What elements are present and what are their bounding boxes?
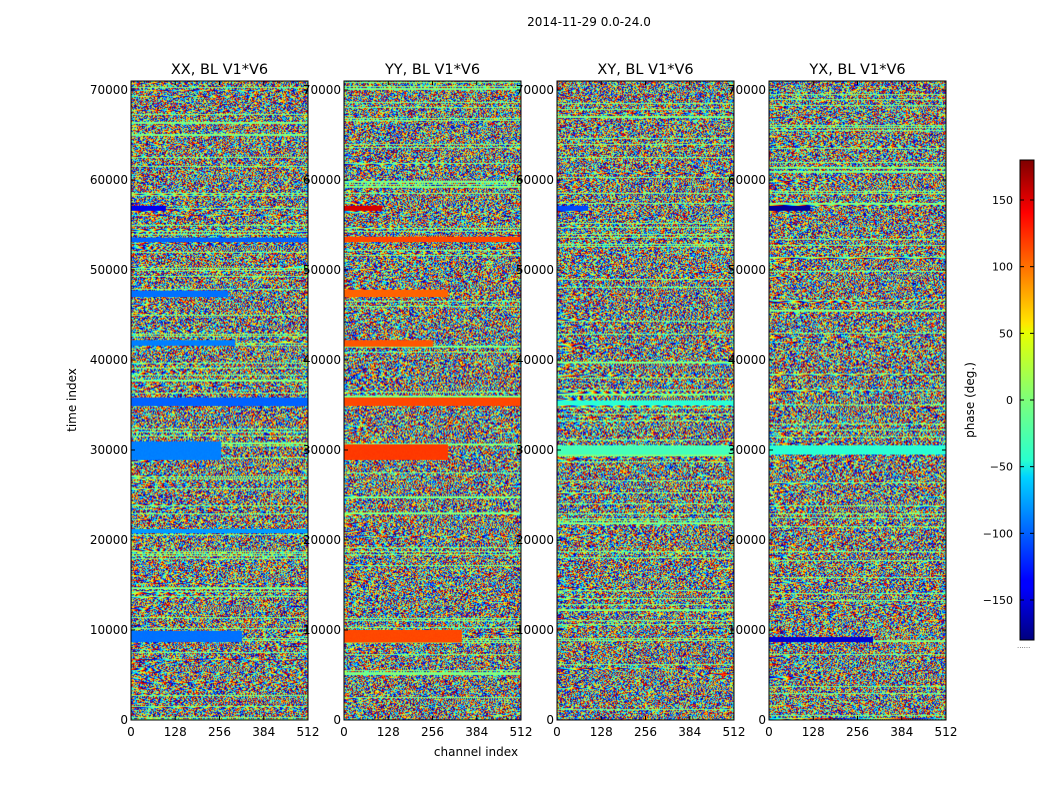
panel-4-band-1 — [769, 637, 873, 642]
y-tick-label: 30000 — [303, 443, 341, 457]
y-tick-label: 40000 — [516, 353, 554, 367]
y-tick-label: 50000 — [516, 263, 554, 277]
colorbar-tick-label: 100 — [992, 261, 1013, 274]
y-tick-label: 30000 — [728, 443, 766, 457]
figure-title: 2014-11-29 0.0-24.0 — [527, 15, 651, 29]
y-tick-label: 20000 — [90, 533, 128, 547]
y-tick-label: 20000 — [728, 533, 766, 547]
y-tick-label: 50000 — [303, 263, 341, 277]
x-tick-label: 0 — [340, 725, 348, 739]
panel-2-title: YY, BL V1*V6 — [384, 62, 480, 78]
y-tick-label: 50000 — [728, 263, 766, 277]
y-tick-label: 70000 — [728, 83, 766, 97]
x-axis-label: channel index — [434, 745, 518, 759]
x-tick-label: 384 — [678, 725, 701, 739]
colorbar-tick-label: 0 — [1006, 394, 1013, 407]
y-tick-label: 70000 — [90, 83, 128, 97]
x-tick-label: 128 — [590, 725, 613, 739]
x-tick-label: 0 — [765, 725, 773, 739]
x-tick-label: 256 — [421, 725, 444, 739]
y-tick-label: 70000 — [516, 83, 554, 97]
panel-3: XY, BL V1*V6 0 128 256 384 512 0 10000 20000 3000… — [516, 62, 746, 739]
panel-3-band-1 — [557, 445, 734, 455]
colorbar-tick-label: −50 — [990, 461, 1013, 474]
y-tick-label: 70000 — [303, 83, 341, 97]
x-tick-label: 256 — [634, 725, 657, 739]
x-tick-label: 512 — [723, 725, 746, 739]
y-tick-label: 30000 — [516, 443, 554, 457]
panel-4: YX, BL V1*V6 0 128 256 384 512 0 10000 20000 3000… — [728, 62, 958, 739]
x-tick-label: 0 — [127, 725, 135, 739]
panel-1: XX, BL V1*V6 0 128 256 384 512 0 10000 20000 3000… — [90, 62, 320, 739]
colorbar-footer: ...... — [1017, 642, 1030, 650]
y-tick-label: 60000 — [516, 173, 554, 187]
colorbar-tick-label: −150 — [983, 594, 1013, 607]
y-axis-label: time index — [65, 368, 79, 432]
x-tick-label: 512 — [297, 725, 320, 739]
panel-2-band-2 — [344, 444, 448, 460]
y-tick-label: 20000 — [516, 533, 554, 547]
x-tick-label: 384 — [890, 725, 913, 739]
panel-1-band-1 — [131, 630, 242, 642]
panel-1-band-3 — [131, 441, 221, 460]
colorbar-tick-label: 50 — [999, 327, 1013, 340]
panel-2-band-7 — [344, 206, 383, 211]
x-tick-label: 128 — [164, 725, 187, 739]
x-tick-label: 256 — [846, 725, 869, 739]
panel-1-band-5 — [131, 340, 235, 346]
y-tick-label: 50000 — [90, 263, 128, 277]
y-tick-label: 60000 — [728, 173, 766, 187]
x-tick-label: 0 — [553, 725, 561, 739]
panel-2-band-4 — [344, 340, 433, 347]
panel-4-band-2 — [769, 445, 946, 455]
y-tick-label: 20000 — [303, 533, 341, 547]
x-tick-label: 256 — [208, 725, 231, 739]
colorbar-tick-label: 150 — [992, 194, 1013, 207]
colorbar-tick-label: −100 — [983, 527, 1013, 540]
colorbar-label: phase (deg.) — [963, 362, 977, 438]
panel-3-band-2 — [557, 400, 734, 405]
y-tick-label: 0 — [333, 713, 341, 727]
panels-group: XX, BL V1*V6 0 128 256 384 512 0 10000 20000 3000… — [90, 62, 958, 739]
colorbar: −150 −100 −50 0 50 100 150 phase (deg.) ...... — [963, 159, 1035, 650]
panel-1-band-4 — [131, 397, 308, 406]
y-tick-label: 60000 — [90, 173, 128, 187]
colorbar-ticks: −150 −100 −50 0 50 100 150 — [983, 194, 1034, 607]
y-tick-label: 30000 — [90, 443, 128, 457]
panel-2: YY, BL V1*V6 0 128 256 384 512 0 10000 20000 3000… — [303, 62, 533, 739]
y-tick-label: 10000 — [516, 623, 554, 637]
panel-2-band-3 — [344, 397, 521, 406]
panel-2-band-5 — [344, 289, 448, 297]
panel-4-heatmap — [769, 81, 946, 720]
y-tick-label: 40000 — [90, 353, 128, 367]
x-tick-label: 128 — [802, 725, 825, 739]
y-tick-label: 10000 — [728, 623, 766, 637]
x-tick-label: 384 — [465, 725, 488, 739]
y-tick-label: 0 — [758, 713, 766, 727]
y-tick-label: 10000 — [90, 623, 128, 637]
y-tick-label: 40000 — [303, 353, 341, 367]
x-tick-label: 512 — [935, 725, 958, 739]
panel-2-band-1 — [344, 630, 462, 643]
y-tick-label: 0 — [120, 713, 128, 727]
panel-1-band-6 — [131, 290, 228, 297]
y-tick-label: 40000 — [728, 353, 766, 367]
y-tick-label: 10000 — [303, 623, 341, 637]
panel-1-band-8 — [131, 206, 166, 211]
x-tick-label: 128 — [377, 725, 400, 739]
x-tick-label: 512 — [510, 725, 533, 739]
panel-3-title: XY, BL V1*V6 — [597, 62, 693, 78]
panel-4-band-3 — [769, 206, 811, 211]
panel-4-title: YX, BL V1*V6 — [808, 62, 905, 78]
x-tick-label: 384 — [252, 725, 275, 739]
panel-1-band-7 — [131, 237, 308, 243]
panel-3-band-3 — [557, 206, 589, 211]
panel-2-band-6 — [344, 236, 521, 243]
panel-1-title: XX, BL V1*V6 — [171, 62, 268, 78]
y-tick-label: 60000 — [303, 173, 341, 187]
panel-1-band-2 — [131, 529, 308, 533]
y-tick-label: 0 — [546, 713, 554, 727]
